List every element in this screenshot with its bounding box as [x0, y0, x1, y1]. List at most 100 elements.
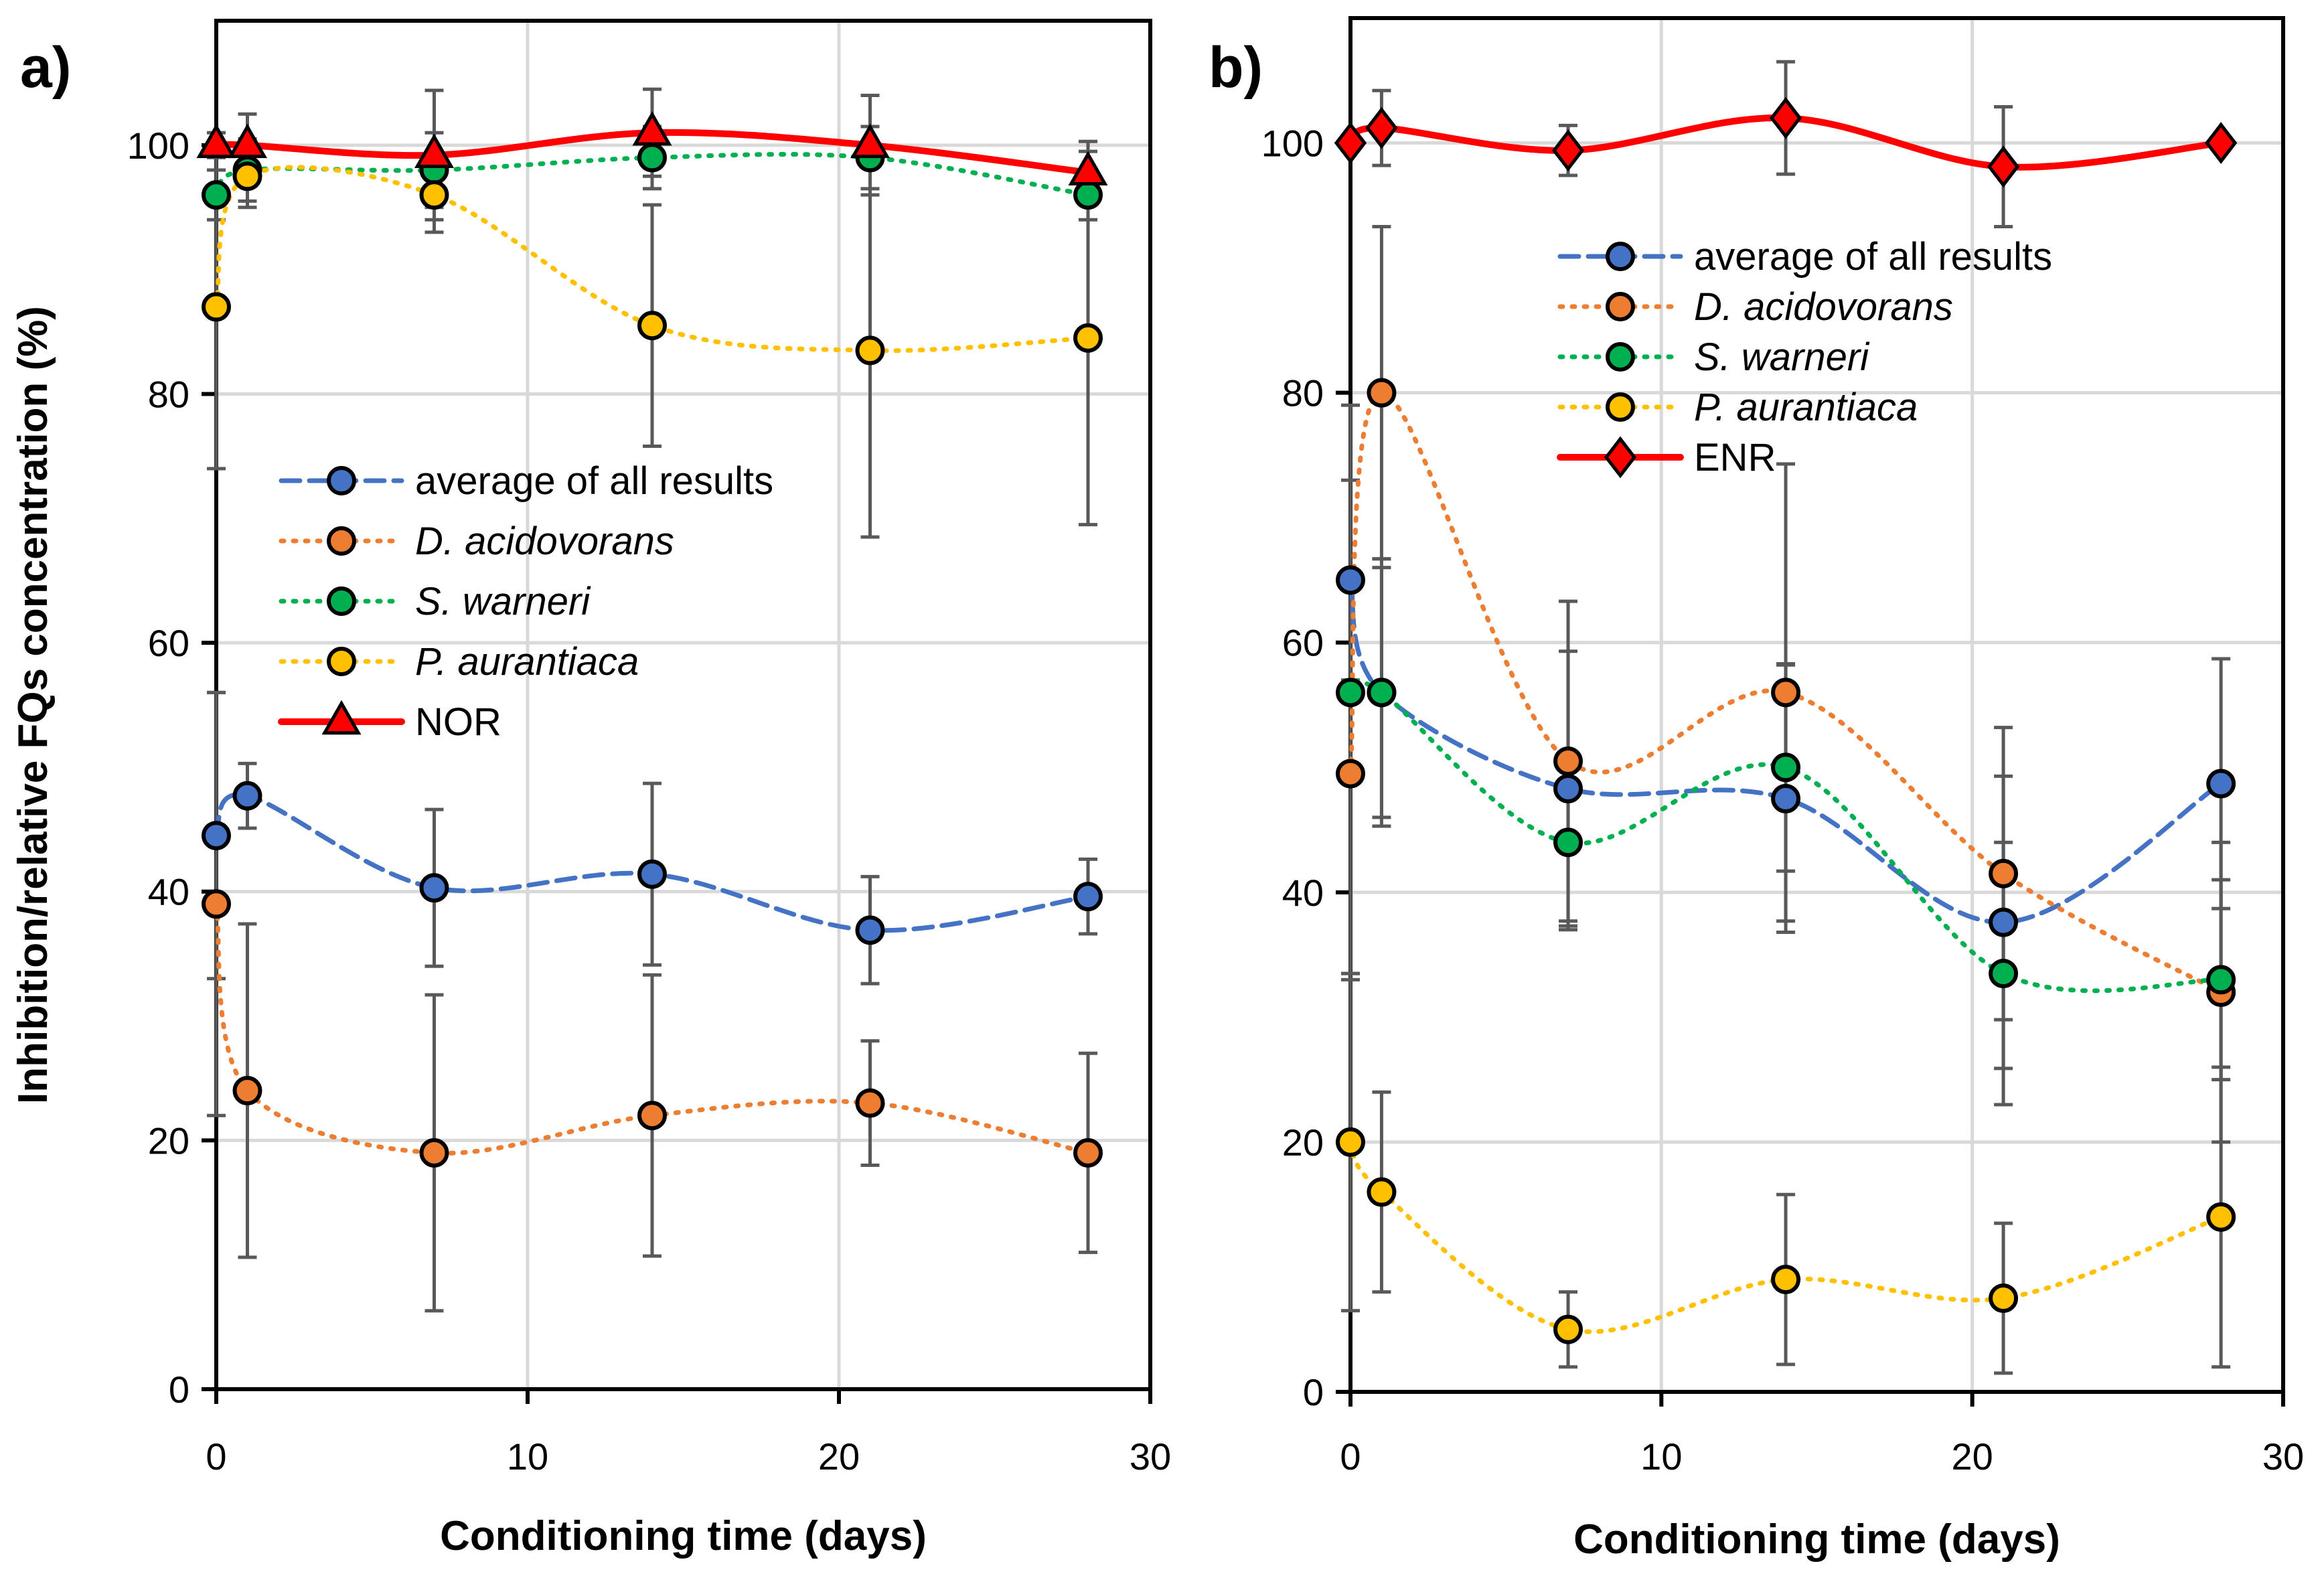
series-line — [1348, 1139, 2224, 1334]
data-point — [637, 859, 667, 889]
x-tick-label: 30 — [2262, 1435, 2304, 1478]
y-tick-label: 40 — [1282, 872, 1324, 914]
data-point — [1771, 1265, 1801, 1295]
data-point — [1553, 773, 1583, 803]
legend-marker — [1606, 242, 1635, 271]
data-point — [1068, 151, 1108, 185]
data-point — [202, 292, 231, 322]
data-point — [232, 161, 262, 191]
x-tick-label: 10 — [507, 1435, 548, 1478]
data-point — [1336, 759, 1365, 789]
data-point — [196, 123, 236, 159]
x-tick-label: 0 — [206, 1435, 226, 1478]
y-tick-label: 100 — [127, 125, 189, 167]
data-point — [1769, 96, 1802, 139]
data-point — [637, 311, 667, 341]
data-point — [855, 1088, 885, 1118]
data-point — [414, 133, 455, 168]
series-line — [213, 129, 1091, 176]
plot-frame — [1348, 16, 2285, 1394]
y-tick-label: 60 — [148, 622, 189, 664]
y-tick-label: 60 — [1282, 622, 1324, 664]
data-point — [232, 781, 262, 811]
legend-label: average of all results — [415, 459, 773, 503]
x-axis-title: Conditioning time (days) — [440, 1513, 927, 1559]
data-point — [1073, 1137, 1103, 1168]
y-tick-label: 40 — [148, 871, 189, 913]
x-tick-label: 0 — [1340, 1435, 1361, 1478]
legend-marker — [1606, 342, 1635, 372]
data-point — [1989, 1283, 2019, 1314]
legend-label: S. warneri — [415, 580, 591, 623]
data-point — [855, 915, 885, 945]
data-point — [202, 821, 231, 851]
legend-marker — [327, 647, 356, 676]
x-tick-label: 20 — [1952, 1435, 1993, 1478]
y-axis-title: Inhibition/relative FQs concentration (%… — [10, 306, 56, 1104]
data-point — [419, 1137, 449, 1168]
y-tick-label: 20 — [148, 1119, 189, 1162]
data-point — [1073, 180, 1103, 210]
panel-label: a) — [20, 35, 71, 100]
data-point — [637, 143, 667, 173]
panel-b: 0 20 40 60 80 100 0 10 20 30 Conditioning time (da… — [1209, 16, 2304, 1563]
data-point — [850, 123, 890, 159]
data-point — [1989, 959, 2019, 989]
panel-label: b) — [1209, 35, 1263, 100]
y-tick-label: 20 — [1282, 1121, 1324, 1164]
legend-label: ENR — [1694, 436, 1776, 479]
data-point — [1336, 565, 1365, 595]
legend-marker — [327, 526, 356, 556]
data-point — [419, 180, 449, 210]
legend-label: P. aurantiaca — [415, 640, 639, 684]
legend: average of all results D. acidovorans S. w… — [1557, 235, 2052, 479]
legend-marker — [327, 466, 356, 495]
x-axis-title: Conditioning time (days) — [1573, 1516, 2060, 1563]
data-point — [1336, 1127, 1365, 1157]
data-point — [1771, 783, 1801, 813]
data-point — [1989, 907, 2019, 937]
data-point — [1365, 106, 1398, 149]
data-point — [1367, 378, 1397, 408]
data-point — [1367, 678, 1397, 708]
x-tick-label: 30 — [1130, 1435, 1171, 1478]
data-point — [1771, 678, 1801, 708]
data-point — [2206, 965, 2236, 995]
data-point — [2204, 122, 2238, 164]
legend-label: average of all results — [1694, 235, 2052, 279]
legend-marker — [1606, 292, 1635, 321]
plot-frame — [214, 19, 1152, 1391]
data-point — [419, 873, 449, 903]
legend-label: D. acidovorans — [1694, 285, 1953, 329]
x-tick-label: 10 — [1640, 1435, 1682, 1478]
series-line — [214, 165, 1091, 353]
panel-a: 0 20 40 60 80 100 0 10 20 30 Conditioning time (da… — [10, 19, 1171, 1559]
data-point — [1771, 753, 1801, 783]
data-point — [2206, 1202, 2236, 1232]
x-tick-label: 20 — [818, 1435, 860, 1478]
data-point — [1989, 858, 2019, 888]
data-point — [1334, 122, 1367, 164]
legend-label: D. acidovorans — [415, 520, 674, 563]
data-point — [1553, 827, 1583, 858]
legend-marker — [1604, 436, 1637, 479]
data-point — [202, 180, 231, 210]
series-line — [214, 901, 1091, 1156]
legend-label: S. warneri — [1694, 335, 1870, 379]
y-tick-label: 0 — [1303, 1371, 1324, 1413]
legend-marker — [327, 586, 356, 616]
data-point — [1336, 678, 1365, 708]
legend-label: NOR — [415, 700, 501, 744]
data-point — [227, 123, 268, 159]
data-point — [1073, 882, 1103, 912]
data-point — [1551, 129, 1585, 172]
data-point — [2206, 769, 2236, 799]
data-point — [637, 1101, 667, 1131]
legend-label: P. aurantiaca — [1694, 386, 1918, 429]
y-tick-label: 0 — [169, 1368, 189, 1411]
y-tick-label: 100 — [1261, 123, 1324, 165]
series-line — [1348, 390, 2224, 995]
data-point — [1987, 145, 2020, 188]
data-point — [855, 335, 885, 366]
